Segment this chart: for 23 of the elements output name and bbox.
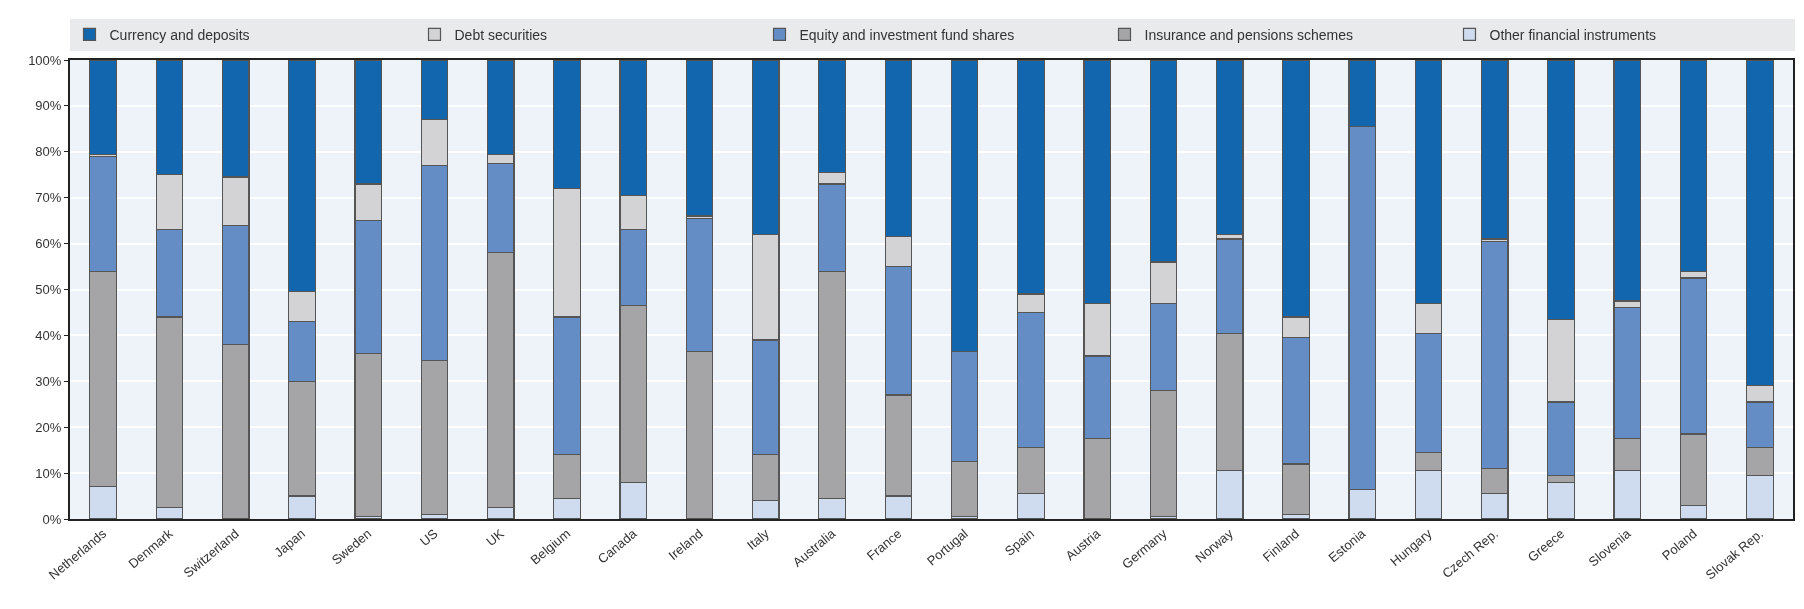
legend-label: Equity and investment fund shares bbox=[799, 26, 1015, 43]
y-tick-label: 80% bbox=[35, 144, 62, 160]
y-tick-label: 30% bbox=[35, 373, 62, 389]
bar bbox=[685, 60, 714, 217]
legend-label: Insurance and pensions schemes bbox=[1144, 26, 1354, 43]
bar bbox=[1480, 60, 1509, 240]
bar bbox=[89, 60, 117, 155]
y-tick-label: 60% bbox=[35, 236, 62, 252]
x-tick-label: US bbox=[417, 525, 441, 549]
x-tick-label: Italy bbox=[744, 525, 773, 553]
legend-label: Other financial instruments bbox=[1489, 26, 1657, 43]
x-tick-label: UK bbox=[483, 525, 508, 549]
y-tick-label: 20% bbox=[35, 419, 62, 435]
y-tick-label: 10% bbox=[35, 465, 62, 481]
legend-label: Debt securities bbox=[454, 26, 548, 43]
y-tick-label: 90% bbox=[35, 98, 62, 114]
y-tick-label: 100% bbox=[28, 52, 62, 68]
y-tick-label: 50% bbox=[35, 282, 62, 298]
bar bbox=[1215, 60, 1244, 236]
y-tick-label: 70% bbox=[35, 190, 62, 206]
y-tick-label: 40% bbox=[35, 327, 62, 343]
legend-label: Currency and deposits bbox=[109, 26, 250, 43]
y-tick-label: 0% bbox=[42, 511, 62, 527]
